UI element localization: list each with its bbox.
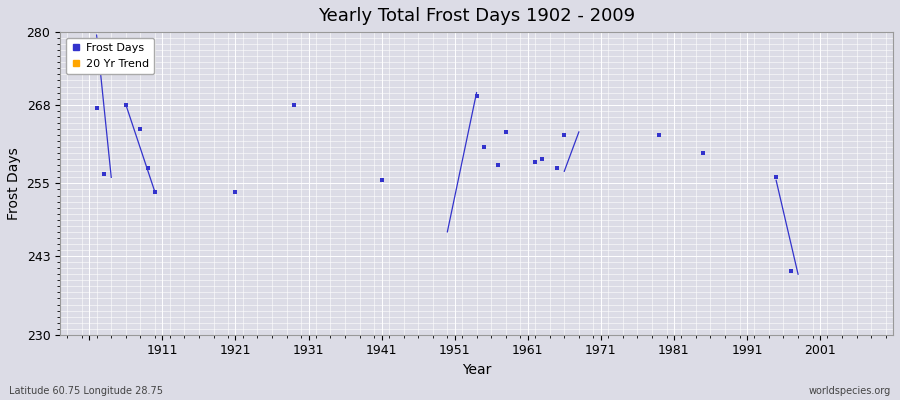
Title: Yearly Total Frost Days 1902 - 2009: Yearly Total Frost Days 1902 - 2009 — [318, 7, 635, 25]
Point — [527, 159, 542, 166]
Point — [470, 92, 484, 99]
Point — [287, 102, 302, 108]
Point — [229, 189, 243, 196]
Point — [499, 129, 513, 135]
Point — [119, 102, 133, 108]
Text: Latitude 60.75 Longitude 28.75: Latitude 60.75 Longitude 28.75 — [9, 386, 163, 396]
Point — [374, 177, 389, 184]
Point — [89, 104, 104, 111]
Point — [769, 174, 783, 180]
Point — [148, 189, 162, 196]
Point — [784, 268, 798, 274]
Point — [491, 162, 506, 168]
X-axis label: Year: Year — [462, 363, 491, 377]
Point — [550, 165, 564, 172]
Text: worldspecies.org: worldspecies.org — [809, 386, 891, 396]
Point — [696, 150, 710, 156]
Point — [557, 132, 572, 138]
Point — [477, 144, 491, 150]
Legend: Frost Days, 20 Yr Trend: Frost Days, 20 Yr Trend — [66, 38, 154, 74]
Y-axis label: Frost Days: Frost Days — [7, 147, 21, 220]
Point — [96, 171, 111, 178]
Point — [652, 132, 666, 138]
Point — [133, 126, 148, 132]
Point — [536, 156, 550, 162]
Point — [140, 165, 155, 172]
